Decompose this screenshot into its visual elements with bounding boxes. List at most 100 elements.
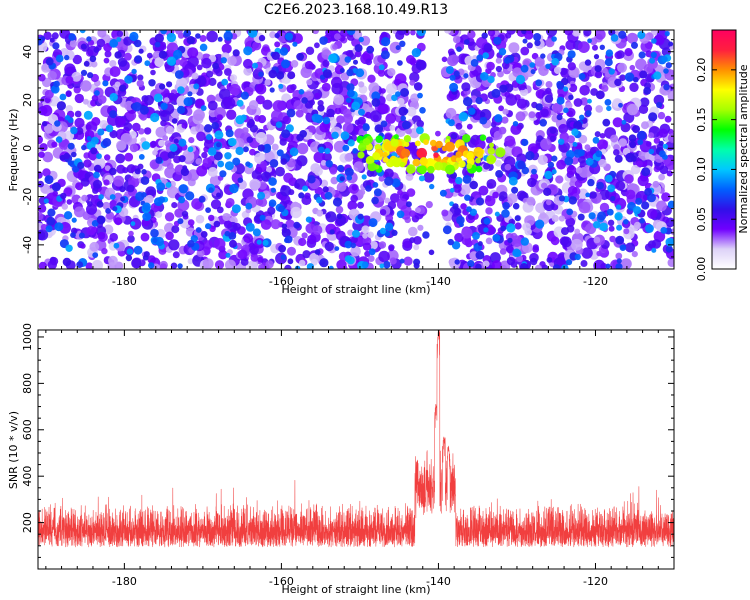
bright-blob — [616, 224, 623, 231]
bright-blob — [140, 176, 150, 185]
noise-blob — [66, 199, 73, 205]
noise-blob — [171, 202, 178, 209]
noise-blob — [492, 191, 499, 199]
bright-blob — [237, 177, 244, 183]
bright-blob — [65, 244, 73, 252]
bright-blob — [621, 119, 627, 125]
bright-blob — [463, 96, 473, 107]
noise-blob — [397, 189, 403, 196]
noise-blob — [446, 92, 456, 102]
bright-blob — [63, 152, 70, 160]
noise-blob — [93, 46, 100, 53]
x-tick-label: -140 — [426, 575, 451, 588]
noise-blob — [351, 184, 358, 191]
signal-blob — [475, 157, 481, 164]
bright-blob — [262, 239, 269, 246]
noise-blob — [487, 30, 496, 37]
noise-blob — [168, 239, 180, 251]
bright-blob — [52, 42, 60, 50]
noise-blob — [524, 30, 534, 40]
noise-blob — [241, 127, 249, 134]
bright-blob — [574, 253, 581, 261]
bright-blob — [129, 31, 139, 42]
noise-blob — [38, 151, 45, 158]
bright-blob — [512, 248, 521, 258]
noise-blob — [394, 73, 407, 85]
noise-blob — [497, 70, 504, 78]
noise-blob — [145, 194, 154, 204]
noise-blob — [74, 93, 85, 104]
noise-blob — [196, 64, 203, 71]
bright-blob — [225, 129, 234, 138]
noise-blob — [581, 247, 593, 259]
bright-blob — [268, 177, 277, 186]
bright-blob — [610, 34, 619, 42]
bright-blob — [567, 50, 576, 59]
bright-blob — [508, 176, 518, 186]
bright-blob — [566, 208, 574, 216]
noise-blob — [61, 203, 68, 210]
bright-blob — [651, 38, 657, 44]
noise-blob — [565, 102, 573, 110]
signal-blob — [435, 140, 443, 149]
signal-blob — [423, 139, 429, 146]
noise-blob — [630, 164, 641, 175]
bright-blob — [564, 156, 574, 166]
bright-blob — [339, 68, 345, 73]
bright-blob — [231, 204, 241, 214]
noise-blob — [385, 93, 394, 102]
colorbar-tick-label: 0.10 — [695, 157, 708, 182]
bright-blob — [447, 238, 454, 246]
noise-blob — [103, 57, 110, 64]
noise-blob — [537, 154, 548, 165]
signal-blob — [362, 138, 371, 146]
bright-blob — [346, 68, 354, 77]
noise-blob — [459, 129, 466, 137]
noise-blob — [334, 107, 342, 115]
bright-blob — [46, 216, 56, 226]
noise-blob — [99, 120, 109, 129]
bright-blob — [173, 49, 183, 60]
bright-blob — [280, 254, 287, 260]
noise-blob — [316, 209, 324, 217]
bright-blob — [534, 39, 541, 47]
bright-blob — [667, 200, 674, 209]
noise-blob — [616, 50, 625, 59]
bright-blob — [144, 60, 151, 67]
bright-blob — [86, 136, 92, 141]
bright-blob — [619, 244, 627, 251]
noise-blob — [387, 68, 396, 77]
bright-blob — [56, 101, 66, 111]
noise-blob — [196, 131, 206, 142]
bright-blob — [380, 50, 390, 60]
noise-blob — [644, 243, 653, 252]
bright-blob — [638, 51, 646, 59]
noise-blob — [213, 238, 226, 250]
noise-blob — [643, 63, 654, 74]
noise-blob — [338, 264, 348, 269]
bright-blob — [480, 111, 486, 118]
noise-blob — [38, 135, 43, 145]
bright-blob — [131, 68, 137, 75]
bright-blob — [68, 33, 76, 41]
noise-blob — [320, 179, 329, 188]
bright-blob — [302, 185, 309, 192]
bright-blob — [455, 176, 463, 185]
noise-blob — [454, 208, 462, 216]
noise-blob — [623, 228, 630, 235]
bright-blob — [173, 138, 179, 144]
bright-blob — [336, 213, 343, 219]
noise-blob — [318, 110, 325, 117]
noise-blob — [593, 236, 601, 244]
bright-blob — [378, 64, 385, 71]
noise-blob — [108, 255, 118, 266]
bright-blob — [186, 36, 195, 45]
bright-blob — [361, 261, 369, 269]
noise-blob — [257, 256, 263, 263]
bright-blob — [475, 97, 483, 105]
noise-blob — [635, 58, 647, 71]
noise-blob — [314, 92, 321, 99]
bright-blob — [105, 208, 111, 214]
signal-blob — [418, 165, 427, 174]
bright-blob — [551, 155, 558, 162]
